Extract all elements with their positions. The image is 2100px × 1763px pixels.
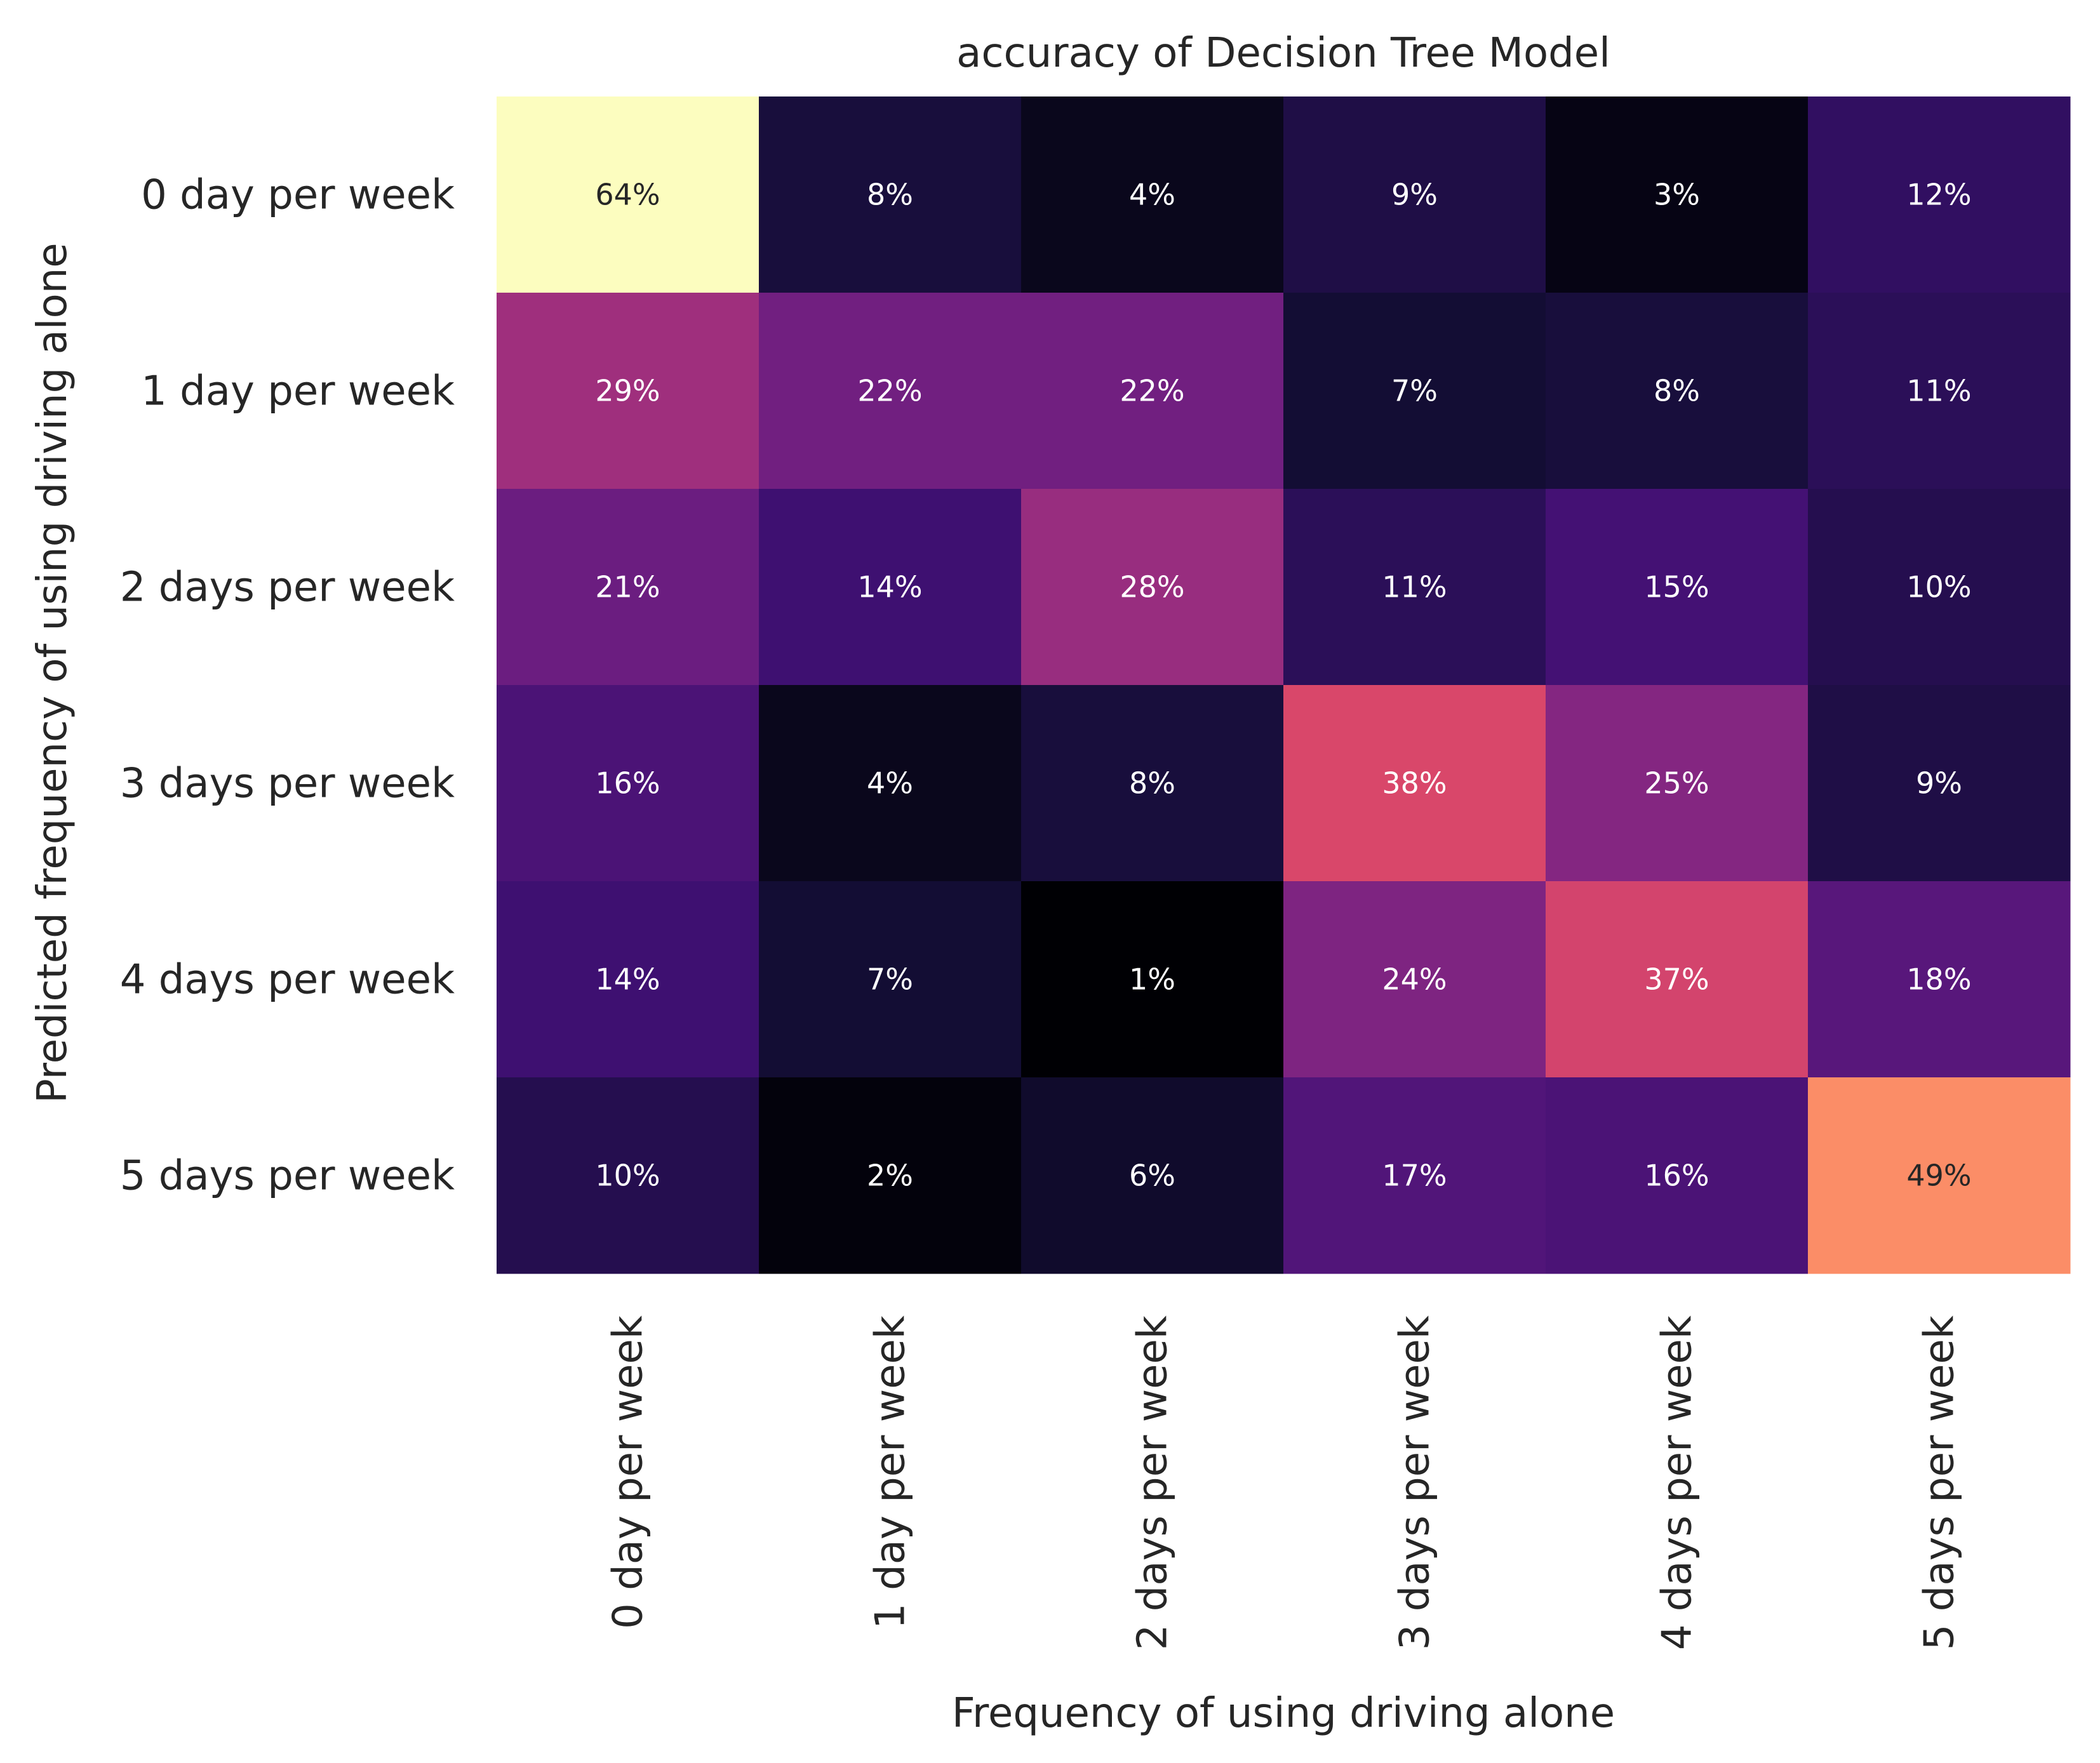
- heatmap-cell-label: 38%: [1382, 766, 1447, 801]
- heatmap-cell: [1808, 881, 2071, 1078]
- heatmap-cell: [497, 96, 759, 293]
- y-tick-label: 4 days per week: [120, 957, 455, 1004]
- x-tick-label: 3 days per week: [1392, 1315, 1439, 1650]
- y-axis-label: Predicted frequency of using driving alo…: [29, 243, 76, 1103]
- x-axis-label: Frequency of using driving alone: [952, 1690, 1615, 1737]
- heatmap-cell: [1808, 1077, 2071, 1274]
- heatmap-cell-label: 6%: [1129, 1159, 1175, 1193]
- heatmap-cell: [1283, 489, 1546, 686]
- heatmap-cell: [1546, 96, 1809, 293]
- y-axis-tick-labels: 0 day per week 1 day per week 2 days per w…: [120, 172, 455, 1200]
- heatmap-cell-label: 14%: [857, 570, 922, 604]
- heatmap-cell-label: 12%: [1906, 178, 1971, 212]
- x-tick-label: 5 days per week: [1916, 1315, 1963, 1650]
- heatmap-cell-label: 15%: [1644, 570, 1709, 604]
- heatmap-cell-label: 4%: [867, 766, 913, 801]
- heatmap-cell-label: 21%: [595, 570, 660, 604]
- heatmap-cell: [1021, 96, 1284, 293]
- heatmap-cell-label: 8%: [867, 178, 913, 212]
- heatmap-cell-labels: 64% 8% 4% 9% 3% 12% 29% 22% 22% 7% 8% 11% 21% 14% 28% 1…: [595, 178, 1971, 1193]
- heatmap-cell-label: 7%: [1391, 374, 1438, 408]
- heatmap-cell: [1808, 96, 2071, 293]
- heatmap-cell-label: 22%: [857, 374, 922, 408]
- heatmap-cell-label: 16%: [595, 766, 660, 801]
- heatmap-cell-label: 9%: [1391, 178, 1438, 212]
- heatmap-cell: [1021, 1077, 1284, 1274]
- heatmap-cell: [497, 1077, 759, 1274]
- x-tick-label: 4 days per week: [1654, 1315, 1701, 1650]
- heatmap-cell-label: 14%: [595, 962, 660, 997]
- heatmap-cell: [759, 881, 1022, 1078]
- heatmap-cell: [1808, 685, 2071, 882]
- x-tick-label: 2 days per week: [1130, 1315, 1177, 1650]
- heatmap-cell-label: 10%: [1906, 570, 1971, 604]
- y-tick-label: 3 days per week: [120, 761, 455, 808]
- heatmap-cell-label: 11%: [1906, 374, 1971, 408]
- heatmap-cell: [497, 293, 759, 489]
- heatmap-cell-label: 28%: [1120, 570, 1184, 604]
- heatmap-cell: [497, 881, 759, 1078]
- x-axis-tick-labels: 0 day per week 1 day per week 2 days per w…: [605, 1315, 1963, 1650]
- heatmap-cell: [759, 293, 1022, 489]
- heatmap-cell: [1283, 881, 1546, 1078]
- heatmap-cell: [1546, 1077, 1809, 1274]
- x-tick-label: 0 day per week: [605, 1315, 652, 1629]
- heatmap-cell-label: 64%: [595, 178, 660, 212]
- heatmap-cell-label: 29%: [595, 374, 660, 408]
- heatmap-cell: [759, 96, 1022, 293]
- heatmap-cell: [1546, 685, 1809, 882]
- y-tick-label: 1 day per week: [141, 368, 455, 415]
- heatmap-cell-label: 8%: [1654, 374, 1700, 408]
- heatmap-cell-label: 25%: [1644, 766, 1709, 801]
- heatmap-cell: [759, 685, 1022, 882]
- heatmap-cell: [1021, 881, 1284, 1078]
- heatmap-cell: [1546, 293, 1809, 489]
- heatmap-cell: [1808, 489, 2071, 686]
- heatmap-cells: [497, 96, 2071, 1274]
- heatmap-cell-label: 10%: [595, 1159, 660, 1193]
- heatmap-cell-label: 22%: [1120, 374, 1184, 408]
- heatmap-cell: [1283, 293, 1546, 489]
- heatmap-cell-label: 7%: [867, 962, 913, 997]
- heatmap-cell-label: 18%: [1906, 962, 1971, 997]
- heatmap-cell: [1021, 685, 1284, 882]
- heatmap-cell-label: 16%: [1644, 1159, 1709, 1193]
- heatmap-cell-label: 2%: [867, 1159, 913, 1193]
- heatmap-cell: [759, 1077, 1022, 1274]
- chart-title: accuracy of Decision Tree Model: [956, 30, 1610, 77]
- heatmap-cell: [497, 685, 759, 882]
- heatmap-cell: [759, 489, 1022, 686]
- y-tick-label: 0 day per week: [141, 172, 455, 219]
- y-tick-label: 5 days per week: [120, 1153, 455, 1200]
- heatmap-cell-label: 8%: [1129, 766, 1175, 801]
- heatmap-cell-label: 11%: [1382, 570, 1447, 604]
- heatmap-cell-label: 4%: [1129, 178, 1175, 212]
- heatmap-cell-label: 3%: [1654, 178, 1700, 212]
- heatmap-cell-label: 49%: [1906, 1159, 1971, 1193]
- heatmap-cell-label: 9%: [1916, 766, 1962, 801]
- heatmap-cell-label: 24%: [1382, 962, 1447, 997]
- heatmap-cell: [497, 489, 759, 686]
- heatmap-cell-label: 1%: [1129, 962, 1175, 997]
- heatmap-cell: [1546, 489, 1809, 686]
- heatmap-cell: [1546, 881, 1809, 1078]
- heatmap-cell: [1283, 685, 1546, 882]
- heatmap-cell: [1021, 489, 1284, 686]
- heatmap-cell: [1283, 96, 1546, 293]
- heatmap-cell-label: 37%: [1644, 962, 1709, 997]
- y-tick-label: 2 days per week: [120, 564, 455, 611]
- heatmap-cell-label: 17%: [1382, 1159, 1447, 1193]
- heatmap-cell: [1283, 1077, 1546, 1274]
- x-tick-label: 1 day per week: [867, 1315, 914, 1629]
- heatmap-cell: [1808, 293, 2071, 489]
- heatmap-cell: [1021, 293, 1284, 489]
